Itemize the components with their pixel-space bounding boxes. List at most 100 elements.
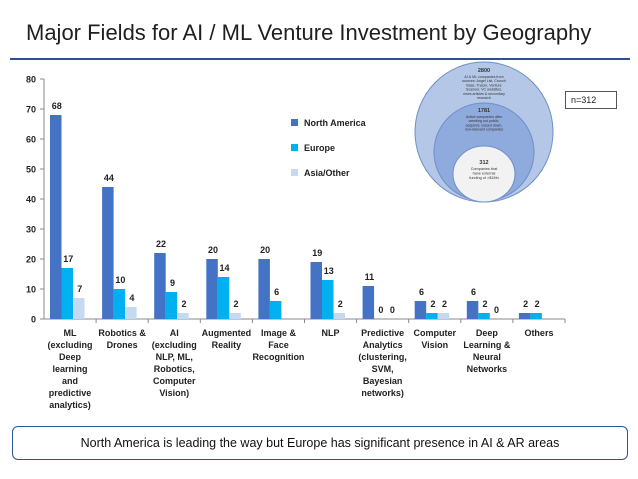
summary-text: North America is leading the way but Eur… <box>80 436 560 450</box>
x-category-label: ML (excluding Deep learning and predictive ana… <box>48 328 93 410</box>
bar-europe <box>478 313 490 319</box>
bar-asia-other <box>177 313 189 319</box>
data-label: 2 <box>338 299 343 309</box>
bar-north-america <box>258 259 270 319</box>
data-label: 2 <box>234 299 239 309</box>
bar-asia-other <box>125 307 137 319</box>
x-category-label: Predictive Analytics (clustering, SVM, Bayes… <box>358 328 407 398</box>
data-label: 14 <box>220 263 230 273</box>
funnel-inner-ellipse <box>452 145 516 203</box>
bar-asia-other <box>229 313 241 319</box>
legend-label: Europe <box>304 143 335 153</box>
x-category-label-line: Augmented <box>202 328 252 338</box>
x-category-label-line: Image & <box>261 328 297 338</box>
x-category-label-line: Robotics & <box>98 328 146 338</box>
y-tick-label: 60 <box>26 135 36 145</box>
bar-north-america <box>310 262 322 319</box>
funnel-middle-text: acquired, closed down, <box>466 123 503 127</box>
x-category-label-line: and <box>62 376 78 386</box>
data-label: 68 <box>52 101 62 111</box>
x-category-label-line: analytics) <box>49 400 91 410</box>
x-category-label-line: Computer <box>414 328 457 338</box>
x-category-label: Robotics & Drones <box>98 328 146 350</box>
bar-north-america <box>50 115 62 319</box>
x-category-label: NLP <box>322 328 340 338</box>
data-label: 6 <box>471 287 476 297</box>
x-category-label-line: Deep <box>59 352 82 362</box>
bar-europe <box>322 280 334 319</box>
data-label: 0 <box>494 305 499 315</box>
legend-label: Asia/Other <box>304 168 350 178</box>
y-tick-label: 70 <box>26 105 36 115</box>
x-category-label-line: Face <box>268 340 289 350</box>
data-label: 6 <box>419 287 424 297</box>
data-label: 7 <box>77 284 82 294</box>
funnel-middle-text: non-relevant companies <box>465 128 504 132</box>
y-tick-label: 30 <box>26 225 36 235</box>
bar-asia-other <box>333 313 345 319</box>
bar-north-america <box>206 259 218 319</box>
bar-north-america <box>466 301 479 319</box>
x-category-label-line: Vision) <box>159 388 189 398</box>
x-category-label-line: (excluding <box>48 340 93 350</box>
x-category-label-line: Analytics <box>363 340 403 350</box>
x-category-label: Augmented Reality <box>202 328 252 350</box>
bar-asia-other <box>437 313 450 319</box>
bar-north-america <box>102 187 114 319</box>
x-category-label-line: Reality <box>212 340 242 350</box>
funnel-outer-text: sources: Angel List, Crunch <box>462 79 506 83</box>
data-label: 22 <box>156 239 166 249</box>
y-tick-label: 0 <box>31 315 36 325</box>
funnel-inner-value: 312 <box>479 160 488 166</box>
chart-legend: North America Europe Asia/Other <box>291 118 367 178</box>
y-tick-label: 10 <box>26 285 36 295</box>
x-category-label-line: predictive <box>49 388 92 398</box>
data-label: 2 <box>535 299 540 309</box>
x-category-label-line: (clustering, <box>358 352 407 362</box>
data-label: 44 <box>104 173 114 183</box>
bar-north-america <box>362 286 375 319</box>
data-label: 2 <box>483 299 488 309</box>
x-category-label-line: SVM, <box>372 364 394 374</box>
data-label: 9 <box>170 278 175 288</box>
x-category-label-line: Others <box>524 328 553 338</box>
x-category-label-line: Vision <box>421 340 448 350</box>
bar-north-america <box>414 301 427 319</box>
y-tick-label: 80 <box>26 75 36 85</box>
x-category-label-line: learning <box>53 364 88 374</box>
x-category-label: Computer Vision <box>414 328 457 350</box>
x-category-label-line: Learning & <box>463 340 511 350</box>
y-tick-label: 50 <box>26 165 36 175</box>
x-category-label-line: networks) <box>361 388 404 398</box>
slide-title: Major Fields for AI / ML Venture Investm… <box>26 20 592 45</box>
data-label: 0 <box>378 305 383 315</box>
funnel-outer-text: Scanner, VC websites, <box>466 88 502 92</box>
funnel-middle-text: weeding out public, <box>469 119 500 123</box>
x-category-label-line: NLP, ML, <box>156 352 193 362</box>
funnel-middle-text: Active companies after <box>466 115 503 119</box>
x-category-label-line: Computer <box>153 376 196 386</box>
funnel-outer-text: news articles & secondary <box>463 92 505 96</box>
bar-europe <box>426 313 438 319</box>
bar-europe <box>530 313 542 319</box>
funnel-inner-text: funding of >$1Mn <box>469 176 498 180</box>
x-category-label-line: Recognition <box>252 352 304 362</box>
funnel-outer-value: 2800 <box>478 68 490 74</box>
bar-asia-other <box>73 298 85 319</box>
x-category-label-line: ML <box>64 328 77 338</box>
data-label: 11 <box>365 272 375 282</box>
data-label: 6 <box>274 287 279 297</box>
x-category-label-line: Drones <box>107 340 138 350</box>
x-category-label-line: Networks <box>467 364 508 374</box>
x-category-label: Deep Learning & Neural Networks <box>463 328 511 374</box>
data-label: 2 <box>181 299 186 309</box>
funnel-outer-text: research <box>477 96 491 100</box>
sample-size-label: n=312 <box>565 91 617 109</box>
title-divider <box>10 58 630 60</box>
bar-europe <box>165 292 178 319</box>
y-tick-label: 20 <box>26 255 36 265</box>
bar-europe <box>217 277 230 319</box>
